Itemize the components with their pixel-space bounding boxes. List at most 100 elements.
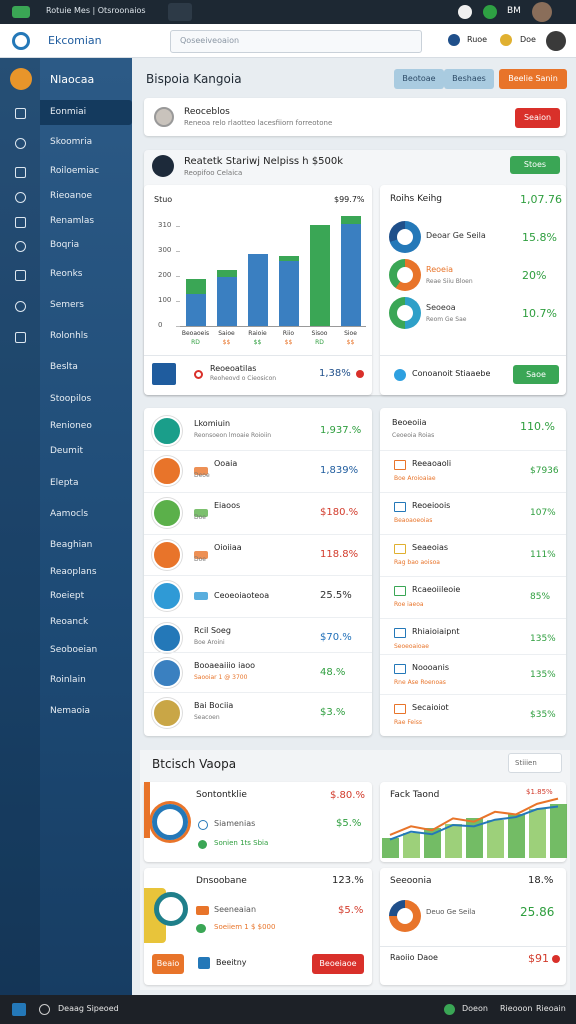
overview-button[interactable]: Stoes bbox=[510, 156, 560, 174]
footer-link[interactable]: Rieoain bbox=[536, 1004, 566, 1013]
list-right-label: Secaioiot bbox=[412, 703, 449, 712]
sidebar-item[interactable]: Roeiept bbox=[50, 591, 85, 601]
ranking-title: Roihs Keihg bbox=[390, 194, 443, 204]
stat-foot-label: Raoiio Daoe bbox=[390, 953, 438, 962]
sidebar-item[interactable]: Elepta bbox=[50, 478, 79, 488]
list-label: Bai Bociia bbox=[194, 701, 234, 710]
summary-row-value: $5.% bbox=[336, 818, 362, 829]
sidebar-item[interactable]: Nemaoia bbox=[50, 706, 91, 716]
sidebar-icon[interactable] bbox=[15, 332, 26, 343]
sidebar-item[interactable]: Beaghian bbox=[50, 540, 93, 550]
sidebar-item[interactable]: Deumit bbox=[50, 446, 83, 456]
sidebar-item[interactable]: Rieoanoe bbox=[50, 191, 93, 201]
detail-check-label[interactable]: Beeitny bbox=[216, 958, 247, 967]
sidebar-icon[interactable] bbox=[15, 301, 26, 312]
list-label: Booaeaiiio iaoo bbox=[194, 661, 256, 670]
sidebar-item[interactable]: Roinlain bbox=[50, 675, 86, 685]
sidebar-icon[interactable] bbox=[15, 192, 26, 203]
header-avatar[interactable] bbox=[546, 31, 566, 51]
y-tick-label: 0 bbox=[158, 321, 163, 329]
sidebar-item[interactable]: Semers bbox=[50, 300, 84, 310]
footer-link[interactable]: Doeon bbox=[462, 1004, 488, 1013]
sidebar-icon[interactable] bbox=[15, 217, 26, 228]
sidebar-item[interactable]: Boqria bbox=[50, 240, 80, 250]
list-right-value: 135% bbox=[530, 634, 556, 644]
bar bbox=[309, 224, 330, 326]
user-avatar[interactable] bbox=[532, 2, 552, 22]
list-chip bbox=[194, 467, 208, 475]
sidebar-item[interactable]: Stoopilos bbox=[50, 394, 92, 404]
summary-ring bbox=[152, 804, 188, 840]
sidebar-item[interactable]: Rolonhls bbox=[50, 331, 88, 341]
status-icon[interactable] bbox=[483, 5, 497, 19]
list-right-icon bbox=[394, 586, 406, 596]
y-tick bbox=[176, 226, 180, 227]
sidebar-item[interactable]: Renioneo bbox=[50, 421, 92, 431]
footer-link[interactable]: Rieooon bbox=[500, 1004, 533, 1013]
toolbar-button[interactable]: Beshaes bbox=[444, 69, 494, 89]
list-icon bbox=[152, 498, 182, 528]
list-sub: Seacoen bbox=[194, 714, 220, 721]
sidebar-item[interactable]: Reaoplans bbox=[50, 567, 97, 577]
sidebar-icon[interactable] bbox=[15, 270, 26, 281]
list-right-value: $7936 bbox=[530, 466, 559, 476]
ranking-button[interactable]: Saoe bbox=[513, 365, 559, 384]
list-right-sub: Rae Feiss bbox=[394, 719, 423, 726]
sidebar-item[interactable]: Reonks bbox=[50, 269, 83, 279]
sidebar-icon[interactable] bbox=[15, 108, 26, 119]
chart-footer-value: 1,38% bbox=[319, 368, 351, 379]
list-label: Ceoeoiaoteoa bbox=[214, 591, 270, 600]
sidebar-icon[interactable] bbox=[15, 167, 26, 178]
detail-row-value: $5.% bbox=[338, 905, 364, 916]
detail-checkbox[interactable] bbox=[198, 957, 210, 969]
sidebar-item[interactable]: Seoboeian bbox=[50, 645, 98, 655]
notice-card: Reoceblos Reneoa relo rlaotteo lacesfiior… bbox=[144, 98, 566, 136]
header-link[interactable]: Ruoe bbox=[467, 35, 488, 44]
list-right-icon bbox=[394, 704, 406, 714]
sidebar-item[interactable]: Skoomria bbox=[50, 137, 93, 147]
y-tick-label: 200 bbox=[158, 271, 172, 279]
menu-label[interactable]: Rotuie Mes | Otsroonaios bbox=[46, 6, 146, 15]
list-right-value: 111% bbox=[530, 550, 556, 560]
notice-button[interactable]: Seaion bbox=[515, 108, 560, 128]
summary-title: Sontontklie bbox=[196, 790, 247, 800]
sidebar-item[interactable]: Roiloemiac bbox=[50, 166, 100, 176]
sidebar-item[interactable]: Eonmiai bbox=[50, 107, 87, 117]
list-right-label: Rcaeoiileoie bbox=[412, 585, 461, 594]
y-tick bbox=[176, 251, 180, 252]
search-icon-button[interactable] bbox=[142, 31, 164, 51]
list-right-sub: Rne Ase Roenoas bbox=[394, 679, 446, 686]
ranking-label: Reoeia bbox=[426, 265, 454, 274]
dropdown-toggle[interactable] bbox=[168, 3, 192, 21]
list-divider bbox=[380, 618, 566, 619]
ranking-label: Deoar Ge Seila bbox=[426, 231, 486, 240]
ranking-value: 15.8% bbox=[522, 231, 557, 244]
toolbar-button[interactable]: Beelie Sanin bbox=[499, 69, 567, 89]
detail-button[interactable]: Beaio bbox=[152, 954, 184, 974]
detail-row-chip bbox=[196, 906, 209, 915]
list-divider bbox=[380, 534, 566, 535]
status-icon[interactable] bbox=[458, 5, 472, 19]
list-right-label: Seaeoias bbox=[412, 543, 449, 552]
sidebar-icon[interactable] bbox=[15, 241, 26, 252]
trend-bar bbox=[508, 814, 525, 858]
sidebar-item[interactable]: Aamocls bbox=[50, 509, 89, 519]
list-value: 48.% bbox=[320, 667, 346, 678]
x-tick-note: $$ bbox=[222, 339, 231, 346]
list-right-label: Noooanis bbox=[412, 663, 450, 672]
list-value: 1,839% bbox=[320, 465, 359, 476]
section-dropdown[interactable] bbox=[508, 753, 562, 773]
header-link[interactable]: Doe bbox=[520, 35, 536, 44]
detail-button[interactable]: Beoeiaoe bbox=[312, 954, 364, 974]
sidebar-icon[interactable] bbox=[15, 138, 26, 149]
search-input[interactable] bbox=[170, 30, 422, 53]
y-tick-label: 310 bbox=[158, 221, 172, 229]
bar bbox=[340, 216, 361, 224]
sidebar-item[interactable]: Beslta bbox=[50, 362, 78, 372]
sidebar-item[interactable]: Reoanck bbox=[50, 617, 89, 627]
sidebar-item[interactable]: Renamlas bbox=[50, 216, 95, 226]
stat-row-value: 25.86 bbox=[520, 905, 555, 919]
notice-subtitle: Reneoa relo rlaotteo lacesfiiorn forreot… bbox=[184, 119, 333, 127]
toolbar-button[interactable]: Beotoae bbox=[394, 69, 444, 89]
